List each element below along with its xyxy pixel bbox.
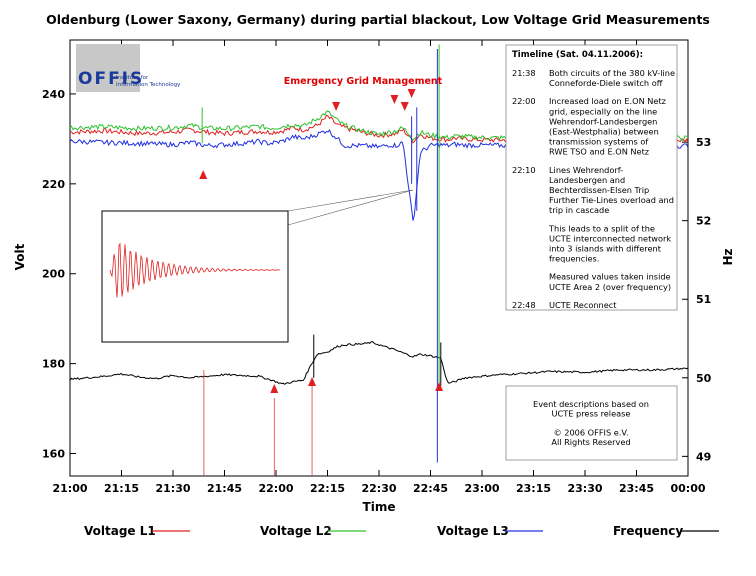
timeline-text-line: Both circuits of the 380 kV-line xyxy=(549,68,675,78)
timeline-time: 21:38 xyxy=(512,68,536,78)
timeline-text-line: Conneforde-Diele switch off xyxy=(549,78,663,88)
timeline-text-line: grid, especially on the line xyxy=(549,106,657,116)
x-axis-label: Time xyxy=(363,500,396,514)
logo-subtitle-2: Information Technology xyxy=(116,82,181,88)
timeline-text-line: RWE TSO and E.ON Netz xyxy=(549,147,649,157)
timeline-box: Timeline (Sat. 04.11.2006): 21:38 Both ci… xyxy=(505,44,678,311)
y-tick-label: 240 xyxy=(42,88,65,101)
timeline-text-line: Lines Wehrendorf- xyxy=(549,165,623,175)
event-arrow-down xyxy=(407,89,416,98)
x-tick-label: 22:00 xyxy=(258,482,293,495)
x-tick-label: 22:15 xyxy=(310,482,345,495)
y2-tick-label: 49 xyxy=(696,450,711,463)
timeline-text-line: UCTE Area 2 (over frequency) xyxy=(549,282,671,292)
inset-pointer-bottom xyxy=(287,189,414,226)
x-tick-label: 22:45 xyxy=(413,482,448,495)
timeline-text-line: transmission systems of xyxy=(549,137,649,147)
legend-label: Voltage L1 xyxy=(84,524,156,538)
timeline-text-line: Wehrendorf-Landesbergen xyxy=(549,116,657,126)
series-line-frequency xyxy=(69,341,689,385)
logo-text: OFFIS xyxy=(78,69,144,89)
axis-ticks: 21:00 21:15 21:30 21:45 22:00 22:15 22:30 22:45… xyxy=(42,40,712,495)
x-tick-label: 21:30 xyxy=(155,482,190,495)
timeline-text-line: Landesbergen and xyxy=(549,175,625,185)
y-axis-label: Volt xyxy=(13,243,27,270)
note-line: Event descriptions based on xyxy=(533,399,649,409)
emergency-label: Emergency Grid Management xyxy=(284,76,443,87)
timeline-text-line: Further Tie-Lines overload and xyxy=(549,195,674,205)
y2-tick-label: 50 xyxy=(696,372,712,385)
x-tick-label: 21:00 xyxy=(52,482,87,495)
timeline-text-line: trip in cascade xyxy=(549,205,609,215)
timeline-text-line: into 3 islands with different xyxy=(549,244,662,254)
y-tick-label: 220 xyxy=(42,178,65,191)
x-tick-label: 00:00 xyxy=(670,482,705,495)
inset-oscillation-trace xyxy=(109,242,281,298)
y-tick-label: 180 xyxy=(42,358,65,371)
timeline-title: Timeline (Sat. 04.11.2006): xyxy=(512,50,643,60)
logo-background xyxy=(76,44,140,92)
event-arrow-up xyxy=(199,170,208,179)
y2-tick-label: 52 xyxy=(696,215,711,228)
note-line: © 2006 OFFIS e.V. xyxy=(553,428,628,438)
legend-label: Voltage L3 xyxy=(437,524,509,538)
y-tick-label: 200 xyxy=(42,268,65,281)
timeline-frame xyxy=(505,44,678,311)
y2-tick-label: 53 xyxy=(696,136,711,149)
timeline-text-line: Bechterdissen-Elsen Trip xyxy=(549,185,649,195)
x-tick-label: 21:45 xyxy=(207,482,242,495)
timeline-text-line: This leads to a split of the xyxy=(548,223,655,233)
y2-tick-label: 51 xyxy=(696,293,711,306)
x-tick-label: 22:30 xyxy=(361,482,396,495)
legend-label: Voltage L2 xyxy=(260,524,332,538)
x-tick-label: 23:15 xyxy=(516,482,551,495)
event-arrow-up xyxy=(270,384,279,393)
legend-label: Frequency xyxy=(613,524,683,538)
x-tick-label: 21:15 xyxy=(104,482,139,495)
event-markers xyxy=(199,89,444,476)
timeline-time: 22:00 xyxy=(512,96,536,106)
inset-pointer-top xyxy=(287,189,414,212)
y-tick-label: 160 xyxy=(42,448,65,461)
timeline-time: 22:10 xyxy=(512,165,536,175)
timeline-text-line: UCTE interconnected network xyxy=(549,233,671,243)
legend: Voltage L1 Voltage L2 Voltage L3 Frequency xyxy=(84,524,719,538)
event-arrow-down xyxy=(400,102,409,111)
x-tick-label: 23:00 xyxy=(464,482,499,495)
timeline-text-line: Measured values taken inside xyxy=(549,272,671,282)
timeline-text-line: UCTE Reconnect xyxy=(549,300,617,310)
x-tick-label: 23:45 xyxy=(619,482,654,495)
event-arrow-down xyxy=(332,102,341,111)
logo-subtitle-1: Institute for xyxy=(116,75,149,81)
y2-axis-label: Hz xyxy=(721,248,735,265)
timeline-text-line: Increased load on E.ON Netz xyxy=(549,96,666,106)
x-tick-label: 23:30 xyxy=(567,482,602,495)
offis-logo: OFFIS Institute for Information Technolo… xyxy=(76,44,181,92)
timeline-text-line: (East-Westphalia) between xyxy=(549,127,659,137)
event-arrow-down xyxy=(390,95,399,104)
note-frame xyxy=(505,385,678,461)
timeline-text-line: frequencies. xyxy=(549,254,599,264)
note-line: All Rights Reserved xyxy=(551,437,630,447)
timeline-entries: 21:38 Both circuits of the 380 kV-lineCon… xyxy=(512,68,675,310)
inset-frame xyxy=(101,210,289,343)
event-arrow-up xyxy=(435,382,444,391)
chart-title: Oldenburg (Lower Saxony, Germany) during… xyxy=(46,12,710,27)
inset-oscillation-zoom xyxy=(101,189,414,343)
event-arrow-up xyxy=(308,377,317,386)
note-line: UCTE press release xyxy=(552,409,631,419)
timeline-time: 22:48 xyxy=(512,300,536,310)
